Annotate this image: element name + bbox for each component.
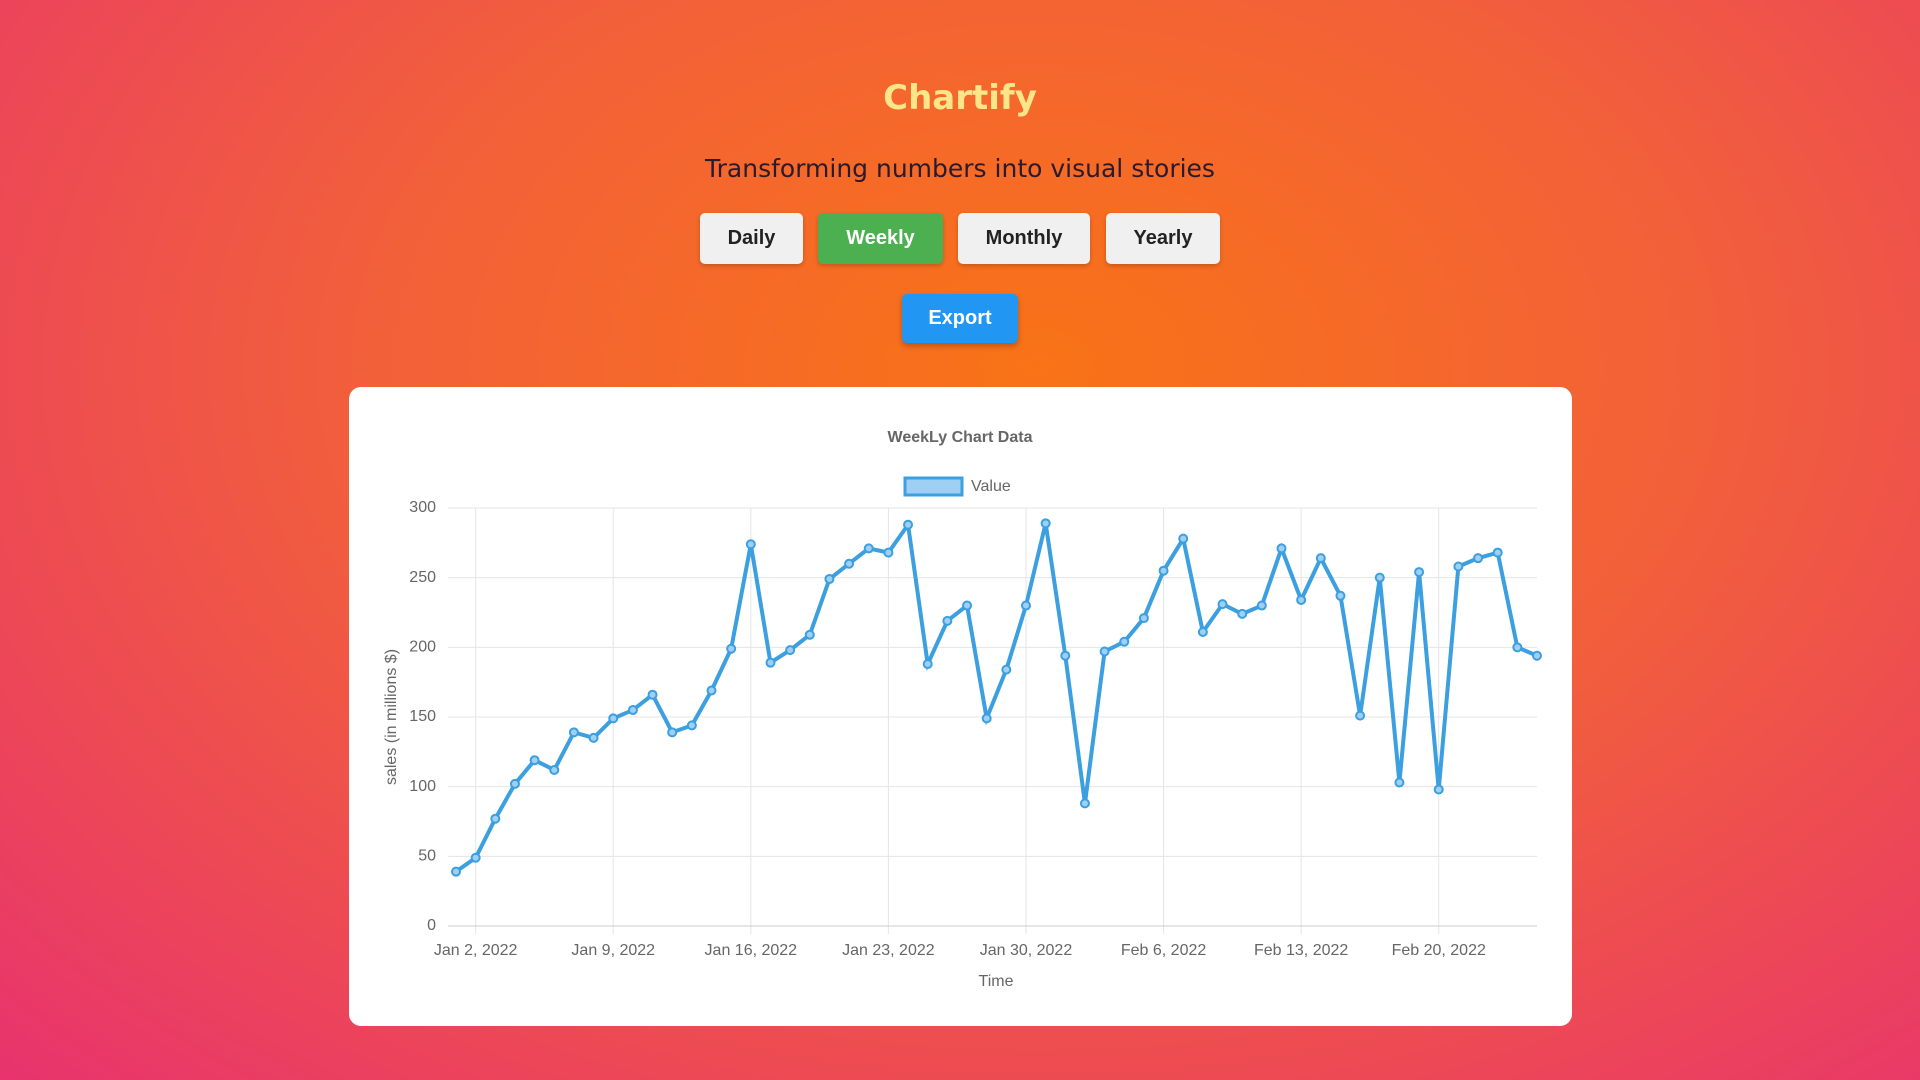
period-button[interactable]: Monthly (958, 213, 1090, 264)
data-point (804, 629, 815, 640)
data-point (1158, 565, 1169, 576)
legend-swatch (903, 476, 964, 497)
data-point (726, 643, 737, 654)
data-point (883, 547, 894, 558)
data-point (1256, 600, 1267, 611)
data-point (647, 689, 658, 700)
y-tick-label: 50 (418, 848, 436, 865)
data-point (490, 813, 501, 824)
data-point (1492, 547, 1503, 558)
y-tick-label: 150 (409, 708, 436, 725)
data-point (1453, 561, 1464, 572)
app-subtitle: Transforming numbers into visual stories (705, 154, 1215, 183)
x-tick-label: Jan 9, 2022 (571, 942, 655, 959)
data-point (844, 558, 855, 569)
y-tick-label: 0 (427, 917, 436, 934)
data-point (1315, 553, 1326, 564)
export-button[interactable]: Export (902, 294, 1018, 343)
period-button[interactable]: Yearly (1106, 213, 1220, 264)
data-point (824, 574, 835, 585)
period-button[interactable]: Weekly (818, 213, 943, 264)
data-point (1040, 518, 1051, 529)
y-tick-label: 250 (409, 569, 436, 586)
data-point (1512, 642, 1523, 653)
app-title: Chartify (883, 78, 1037, 118)
data-point (1217, 599, 1228, 610)
data-point (1119, 636, 1130, 647)
data-point (785, 645, 796, 656)
chart: WeekLy Chart Data Time sales (in million… (383, 429, 1542, 990)
data-point (1473, 553, 1484, 564)
data-point (1335, 590, 1346, 601)
x-tick-label: Jan 30, 2022 (980, 942, 1073, 959)
data-point (981, 713, 992, 724)
y-tick-label: 300 (409, 499, 436, 516)
data-point (549, 764, 560, 775)
data-point (627, 705, 638, 716)
data-point (1060, 650, 1071, 661)
data-point (863, 543, 874, 554)
data-point (922, 659, 933, 670)
data-point (745, 539, 756, 550)
data-point (608, 713, 619, 724)
x-axis-label: Time (979, 973, 1014, 990)
data-point (1374, 572, 1385, 583)
x-tick-label: Jan 16, 2022 (705, 942, 798, 959)
data-point (509, 778, 520, 789)
data-point (470, 852, 481, 863)
data-point (1414, 567, 1425, 578)
data-point (667, 727, 678, 738)
y-axis-label: sales (in millions $) (383, 649, 400, 785)
chart-title: WeekLy Chart Data (888, 429, 1033, 446)
data-line (454, 519, 1538, 874)
data-point (451, 866, 461, 877)
data-point (1001, 664, 1012, 675)
x-tick-label: Jan 2, 2022 (434, 942, 518, 959)
data-point (903, 519, 914, 530)
data-point (962, 600, 973, 611)
data-point (686, 720, 697, 731)
data-point (1296, 594, 1307, 605)
data-point (1197, 627, 1208, 638)
data-point (1532, 650, 1542, 661)
data-point (568, 727, 579, 738)
data-point (1276, 543, 1287, 554)
x-tick-label: Feb 20, 2022 (1392, 942, 1486, 959)
data-point (1020, 600, 1031, 611)
data-point (1237, 608, 1248, 619)
y-tick-label: 100 (409, 778, 436, 795)
data-point (1138, 613, 1149, 624)
chart-card: WeekLy Chart Data Time sales (in million… (349, 387, 1572, 1026)
legend-label: Value (971, 478, 1011, 495)
data-point (1079, 798, 1090, 809)
data-point (529, 755, 540, 766)
data-point (1355, 710, 1366, 721)
data-point (765, 657, 776, 668)
x-tick-label: Jan 23, 2022 (842, 942, 935, 959)
data-point (706, 685, 717, 696)
data-point (1099, 646, 1110, 657)
data-point (1394, 777, 1405, 788)
y-tick-label: 200 (409, 639, 436, 656)
period-button[interactable]: Daily (700, 213, 803, 264)
data-point (1178, 533, 1189, 544)
data-point (942, 615, 953, 626)
data-point (1433, 784, 1444, 795)
x-tick-label: Feb 13, 2022 (1254, 942, 1348, 959)
x-tick-label: Feb 6, 2022 (1121, 942, 1207, 959)
data-point (588, 732, 599, 743)
